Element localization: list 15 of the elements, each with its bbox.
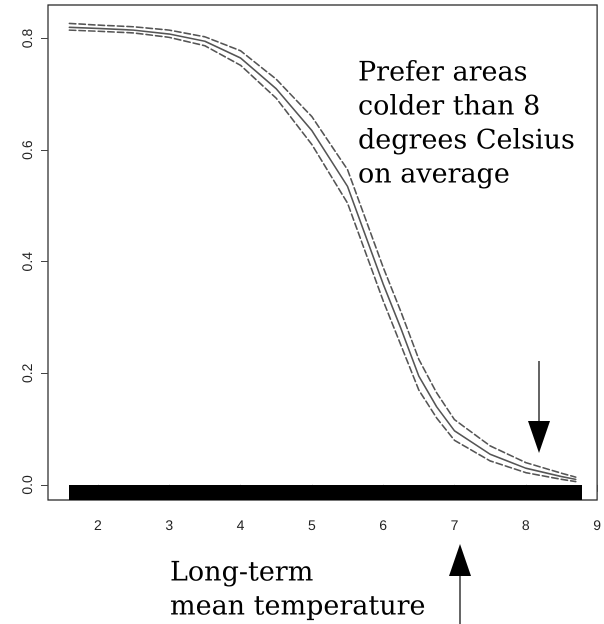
text: Long-term mean temperature <box>170 556 426 622</box>
x-tick-label: 5 <box>308 517 316 533</box>
y-tick-label: 0.6 <box>19 140 35 160</box>
x-tick-label: 8 <box>522 517 530 533</box>
x-tick-label: 2 <box>94 517 102 533</box>
y-tick-label: 0.2 <box>19 363 35 384</box>
x-tick-label: 3 <box>165 517 174 533</box>
y-tick-label: 0.4 <box>19 252 35 272</box>
x-tick-label: 6 <box>379 517 388 533</box>
annotation: Prefer areas colder than 8 degrees Celsius on average <box>358 56 575 190</box>
x-tick-label: 9 <box>593 517 602 533</box>
x-tick-label: 4 <box>236 517 245 533</box>
y-tick-label: 0.0 <box>19 474 35 495</box>
y-tick-label: 0.8 <box>19 28 35 48</box>
x-tick-label: 7 <box>450 517 459 533</box>
